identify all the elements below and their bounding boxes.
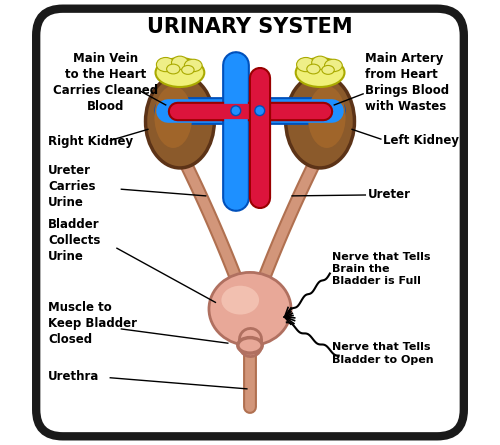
Text: Main Artery
from Heart
Brings Blood
with Wastes: Main Artery from Heart Brings Blood with… [366,52,450,113]
Text: Muscle to
Keep Bladder
Closed: Muscle to Keep Bladder Closed [48,301,137,346]
Text: Ureter
Carries
Urine: Ureter Carries Urine [48,164,96,209]
Ellipse shape [238,338,262,353]
Text: Left Kidney: Left Kidney [383,134,459,147]
Ellipse shape [166,64,180,74]
Ellipse shape [156,58,204,87]
Ellipse shape [156,57,175,72]
Ellipse shape [231,106,240,116]
Ellipse shape [296,58,344,87]
Ellipse shape [172,56,188,69]
Ellipse shape [184,59,202,72]
Ellipse shape [322,65,334,74]
Ellipse shape [296,57,315,72]
Ellipse shape [146,75,214,168]
Text: Bladder
Collects
Urine: Bladder Collects Urine [48,218,100,263]
Text: Right Kidney: Right Kidney [48,135,134,148]
Ellipse shape [209,272,291,346]
Text: URINARY SYSTEM: URINARY SYSTEM [147,17,353,37]
Text: Main Vein
to the Heart
Carries Cleaned
Blood: Main Vein to the Heart Carries Cleaned B… [52,52,158,113]
Ellipse shape [154,86,192,148]
Text: Urethra: Urethra [48,370,100,384]
Text: Nerve that Tells
Brain the
Bladder is Full: Nerve that Tells Brain the Bladder is Fu… [332,252,430,287]
Text: Ureter: Ureter [368,189,410,202]
Ellipse shape [312,56,328,69]
Ellipse shape [308,86,346,148]
Ellipse shape [255,106,264,116]
Ellipse shape [286,75,354,168]
Text: Nerve that Tells
Bladder to Open: Nerve that Tells Bladder to Open [332,342,434,364]
Ellipse shape [324,59,342,72]
Ellipse shape [307,64,320,74]
Ellipse shape [222,286,259,315]
Ellipse shape [182,65,194,74]
FancyBboxPatch shape [36,9,464,436]
